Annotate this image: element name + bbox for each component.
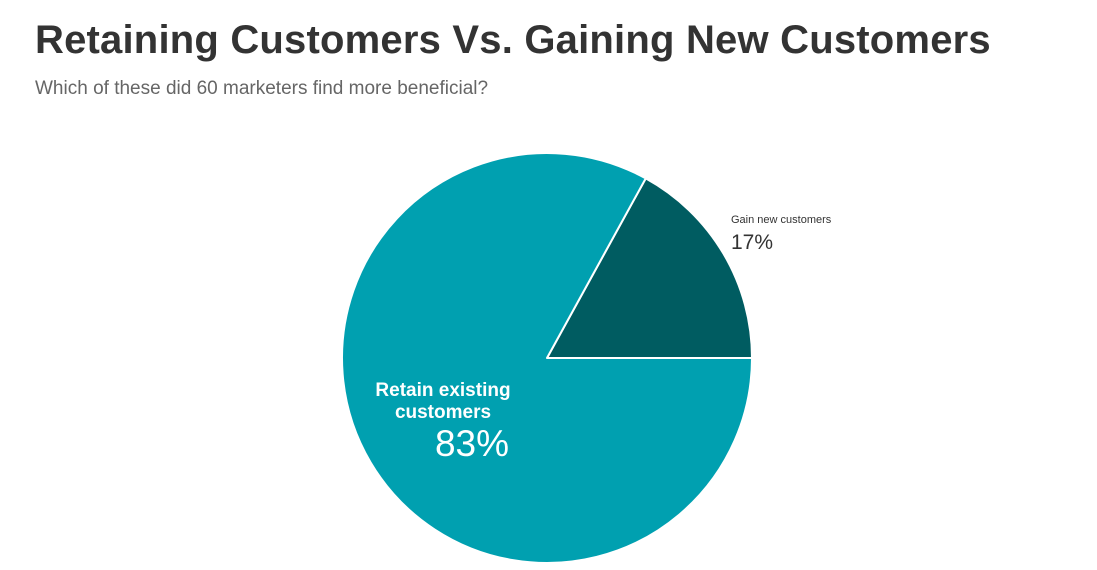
pie-slice-0 <box>546 177 753 359</box>
chart-subtitle: Which of these did 60 marketers find mor… <box>35 78 489 99</box>
chart-title: Retaining Customers Vs. Gaining New Cust… <box>35 18 991 62</box>
pie-slice-1 <box>341 152 753 564</box>
slice-value-label-0: 17% <box>731 231 773 254</box>
slice-value-label-1: 83% <box>435 423 509 464</box>
slice-label-1-line-0: Retain existing <box>375 380 510 401</box>
slice-label-0-line-0: Gain new customers <box>731 214 832 226</box>
pie-labels: Gain new customers 17% Retain existingcust… <box>375 214 831 464</box>
pie-slices <box>341 152 753 564</box>
slice-label-1-line-1: customers <box>395 402 491 423</box>
